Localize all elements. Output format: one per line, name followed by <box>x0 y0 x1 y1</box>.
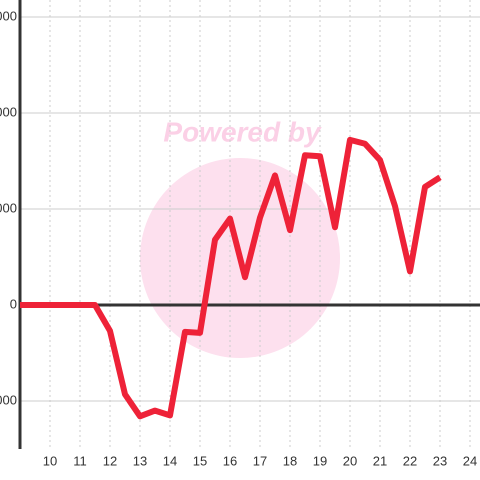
x-tick-label: 11 <box>73 453 87 468</box>
x-tick-label: 17 <box>253 453 267 468</box>
x-tick-label: 20 <box>343 453 357 468</box>
x-tick-label: 13 <box>133 453 147 468</box>
x-tick-label: 10 <box>43 453 57 468</box>
x-tick-label: 21 <box>373 453 387 468</box>
y-tick-label: 0 <box>10 296 17 311</box>
x-tick-label: 12 <box>103 453 117 468</box>
x-tick-label: 15 <box>193 453 207 468</box>
x-tick-label: 19 <box>313 453 327 468</box>
x-tick-label: 23 <box>433 453 447 468</box>
line <box>20 136 442 420</box>
y-tick-label: 1,000 <box>0 200 17 215</box>
x-tick-label: 14 <box>163 453 177 468</box>
x-tick-label: 16 <box>223 453 237 468</box>
x-tick-label: 18 <box>283 453 297 468</box>
y-tick-label: 3,000 <box>0 8 17 23</box>
x-tick-label: 22 <box>403 453 417 468</box>
watermark-text: Powered by <box>163 116 322 147</box>
y-tick-label: 2,000 <box>0 104 17 119</box>
y-tick-label: -1,000 <box>0 392 17 407</box>
x-tick-label: 24 <box>463 453 477 468</box>
